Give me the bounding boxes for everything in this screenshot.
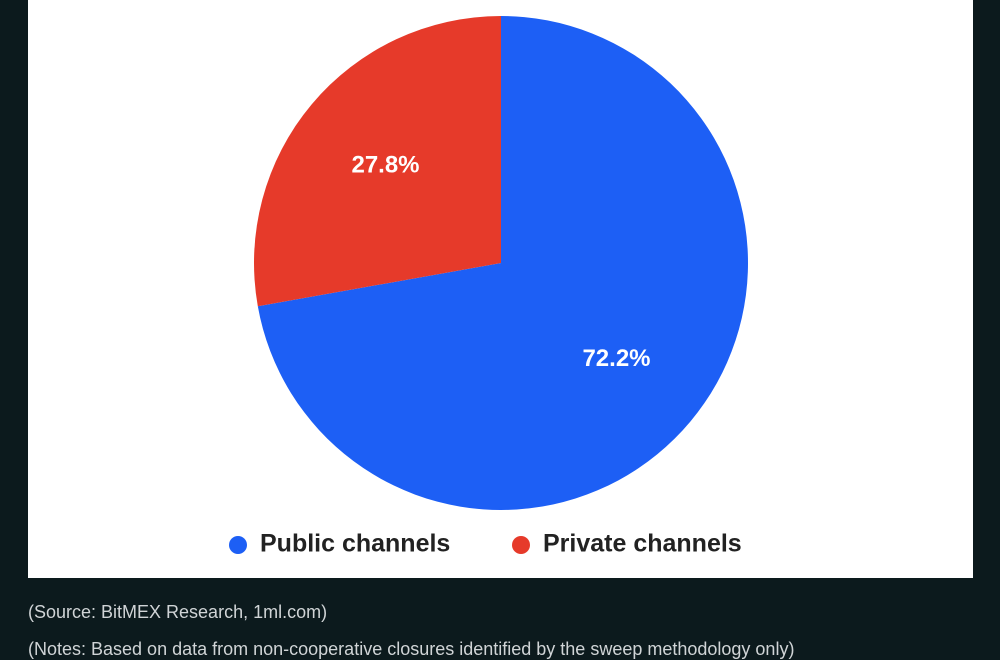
pie-chart: 72.2% 27.8% Public channels Private channel… <box>229 16 748 558</box>
legend-marker <box>229 536 247 554</box>
value-label: 72.2% <box>582 345 650 372</box>
legend-label: Private channels <box>543 530 742 558</box>
source-note: (Source: BitMEX Research, 1ml.com) <box>28 602 327 622</box>
pie-slice <box>254 16 501 307</box>
legend-marker <box>512 536 530 554</box>
pie-slice <box>257 16 748 510</box>
legend-label: Public channels <box>260 530 450 558</box>
notes: (Notes: Based on data from non-cooperati… <box>28 639 794 659</box>
value-label: 27.8% <box>351 152 419 179</box>
